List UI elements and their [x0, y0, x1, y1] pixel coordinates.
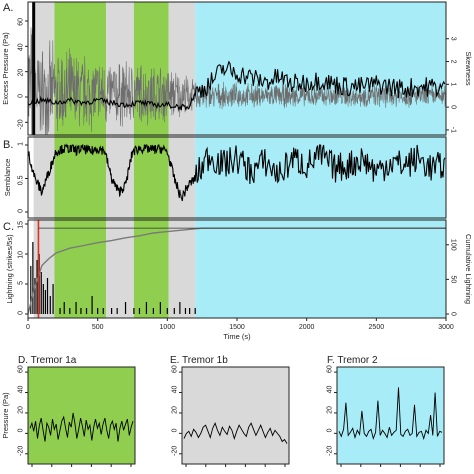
panel-e-ytick-label: -20: [172, 446, 179, 456]
panel-c-xtick-label: 0: [26, 324, 30, 331]
panel-b-white: [28, 137, 34, 218]
panel-a-y2tick-label: 3: [450, 37, 457, 41]
panel-c-xlabel: Time (s): [223, 332, 251, 341]
panel-d-ytick-label: 60: [18, 365, 25, 373]
panel-d-ytick-label: 0: [18, 428, 25, 432]
panel-b-ytick-label: 0: [18, 209, 25, 213]
panel-a-label: A.: [3, 2, 13, 14]
panel-d-ylabel: Pressure (Pa): [1, 392, 10, 439]
panel-e-frame: [181, 366, 290, 465]
panel-a-y2tick-label: 1: [450, 82, 457, 86]
panel-f-ytick-label: 0: [327, 428, 334, 432]
panel-c-y2tick-label: 50: [450, 275, 457, 283]
panel-d-trace: [29, 412, 134, 442]
tremor-1b-gap-band: [106, 2, 134, 318]
panel-f-ytick-label: -20: [327, 446, 334, 456]
panel-c-xtick-label: 500: [92, 324, 104, 331]
panel-b-ytick-label: 1: [18, 142, 25, 146]
chart-drawing: -20 0 20 40 60 -1 0 1 2 3 Excess Pressure (Pa) Skew…: [1, 1, 473, 467]
cumulative-lightning-line: [27, 227, 446, 315]
panel-b-label: B.: [3, 139, 13, 151]
panel-f-title: F. Tremor 2: [327, 355, 378, 366]
panel-c-ylabel: Lightning (strikes/5s): [5, 234, 14, 304]
panel-c-ytick-label: 10: [18, 251, 25, 259]
panel-a-ylabel-right: Skewness: [464, 51, 473, 85]
panel-c-ytick-label: 0: [18, 311, 25, 315]
pressure-trace: [27, 27, 447, 136]
panel-a-ylabel: Excess Pressure (Pa): [1, 32, 10, 105]
semblance-line: [27, 143, 446, 202]
panel-d-frame: [27, 366, 136, 465]
panel-a-ytick-label: 20: [18, 69, 25, 77]
panel-b-ytick-label: 0.5: [18, 175, 25, 185]
panel-c-y2tick-label: 100: [450, 239, 457, 251]
panel-a-y2tick-label: -1: [450, 127, 457, 133]
panel-a-y2tick-label: 0: [450, 105, 457, 109]
panel-a-ytick-label: 40: [18, 43, 25, 51]
panel-c-xtick-label: 1000: [160, 324, 176, 331]
panel-a-frame: [27, 1, 447, 136]
panel-c-ytick-label: 5: [18, 281, 25, 285]
panel-d-ytick-label: 20: [18, 406, 25, 414]
panel-c-xtick-label: 1500: [229, 324, 245, 331]
panel-a-ytick-label: 60: [18, 18, 25, 26]
panel-a-ytick-label: 0: [18, 94, 25, 98]
tremor-1b-band: [168, 2, 196, 318]
tremor-1a-band: [54, 2, 107, 318]
panel-d-ytick-label: -20: [18, 446, 25, 456]
tremor-1a-band-2: [133, 2, 169, 318]
skewness-line: [27, 60, 446, 111]
panel-f-ytick-label: 40: [327, 386, 334, 394]
panel-e-ytick-label: 60: [172, 365, 179, 373]
panel-f-ytick-label: 60: [327, 365, 334, 373]
panel-c-ylabel-right: Cumulative Lightning: [464, 234, 473, 304]
panel-e-ytick-label: 40: [172, 386, 179, 394]
onset-spike: [32, 2, 36, 135]
panel-a-y2tick-label: 2: [450, 60, 457, 64]
panel-e-ytick-label: 20: [172, 406, 179, 414]
panel-c-xtick-label: 3000: [438, 324, 454, 331]
panel-e-ytick-label: 0: [172, 428, 179, 432]
panel-c-y2tick-label: 0: [450, 312, 457, 316]
panel-b-ylabel: Semblance: [3, 159, 12, 197]
panel-d-title: D. Tremor 1a: [18, 355, 77, 366]
panel-a-ytick-label: -20: [18, 119, 25, 129]
panel-b-frame: [27, 136, 447, 219]
panel-d-ytick-label: 40: [18, 386, 25, 394]
panel-f-frame: [336, 366, 445, 465]
panel-f-ytick-label: 20: [327, 406, 334, 414]
panel-c-ytick-label: 15: [18, 221, 25, 229]
panel-e-title: E. Tremor 1b: [170, 355, 228, 366]
panel-e-trace: [183, 421, 288, 444]
panel-c-xtick-label: 2000: [299, 324, 315, 331]
panel-c-xtick-label: 2500: [369, 324, 385, 331]
panel-f-trace: [338, 387, 443, 441]
panel-c-label: C.: [3, 221, 14, 233]
